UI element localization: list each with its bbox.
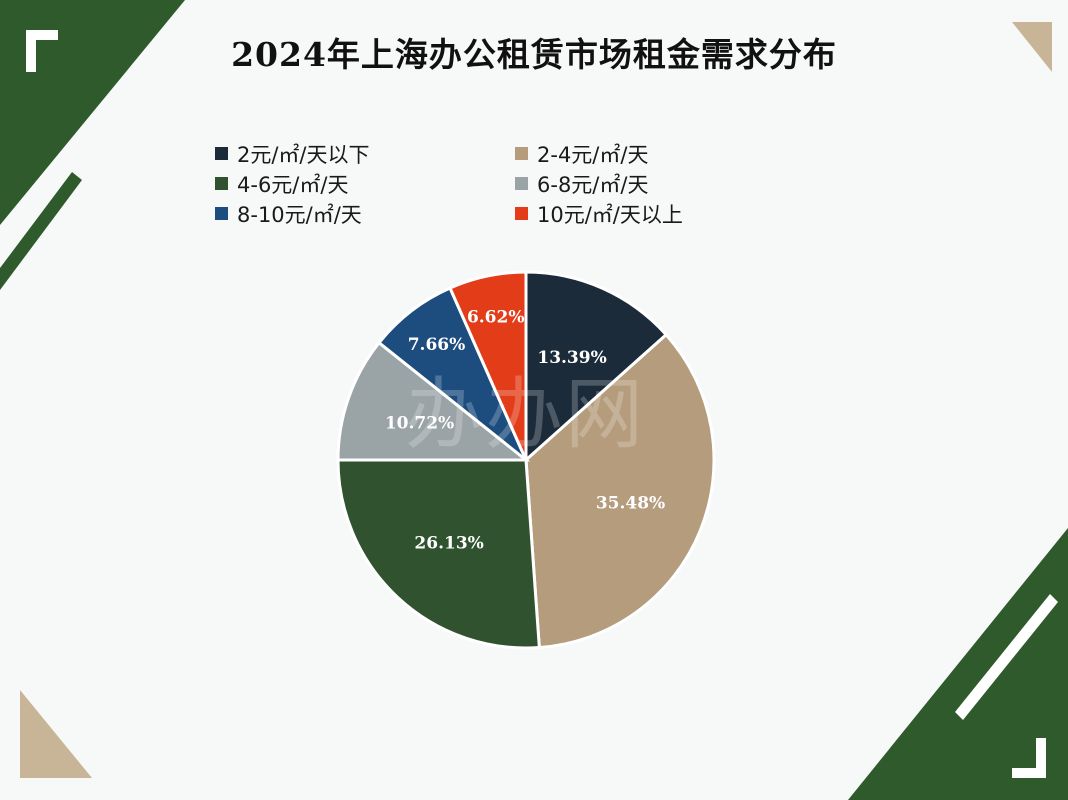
pie-slice bbox=[524, 332, 716, 650]
pie-slice bbox=[524, 270, 669, 464]
corner-stripe-top-left bbox=[0, 172, 82, 290]
legend-swatch bbox=[515, 147, 528, 160]
pie-data-label: 7.66% bbox=[408, 335, 466, 355]
pie-data-label: 26.13% bbox=[414, 534, 483, 554]
legend-label: 6-8元/㎡/天 bbox=[537, 172, 649, 197]
legend-item: 4-6元/㎡/天 bbox=[215, 170, 515, 197]
legend-swatch bbox=[515, 207, 528, 220]
pie-data-label: 6.62% bbox=[467, 308, 525, 328]
legend-item: 2元/㎡/天以下 bbox=[215, 140, 515, 167]
corner-triangle-top-right bbox=[1012, 22, 1052, 72]
legend-label: 10元/㎡/天以上 bbox=[537, 202, 683, 227]
corner-triangle-bottom-left bbox=[20, 690, 92, 778]
chart-title: 2024年上海办公租赁市场租金需求分布 bbox=[231, 35, 837, 74]
legend-item: 2-4元/㎡/天 bbox=[515, 140, 775, 167]
legend-label: 8-10元/㎡/天 bbox=[237, 202, 362, 227]
corner-triangle-top-left bbox=[0, 0, 185, 225]
legend-label: 4-6元/㎡/天 bbox=[237, 172, 349, 197]
pie-data-label: 10.72% bbox=[385, 414, 454, 434]
corner-stripe-bottom-right bbox=[955, 594, 1058, 720]
legend-swatch bbox=[215, 207, 228, 220]
pie-slice bbox=[336, 458, 541, 650]
corner-triangle-bottom-right bbox=[848, 528, 1068, 800]
corner-bracket-bottom-right bbox=[1012, 738, 1046, 778]
legend-item: 10元/㎡/天以上 bbox=[515, 200, 775, 227]
legend-item: 8-10元/㎡/天 bbox=[215, 200, 515, 227]
corner-bracket-top-left bbox=[26, 30, 58, 72]
legend-swatch bbox=[215, 147, 228, 160]
pie-data-label: 35.48% bbox=[596, 493, 665, 513]
chart-legend: 2元/㎡/天以下 2-4元/㎡/天 4-6元/㎡/天 6-8元/㎡/天 8-10元/㎡/… bbox=[215, 140, 775, 227]
pie-slice bbox=[448, 270, 528, 461]
pie-slice bbox=[336, 340, 531, 462]
legend-label: 2元/㎡/天以下 bbox=[237, 142, 370, 167]
legend-swatch bbox=[515, 177, 528, 190]
pie-data-label: 13.39% bbox=[537, 348, 606, 368]
legend-label: 2-4元/㎡/天 bbox=[537, 142, 649, 167]
legend-item: 6-8元/㎡/天 bbox=[515, 170, 775, 197]
legend-swatch bbox=[215, 177, 228, 190]
